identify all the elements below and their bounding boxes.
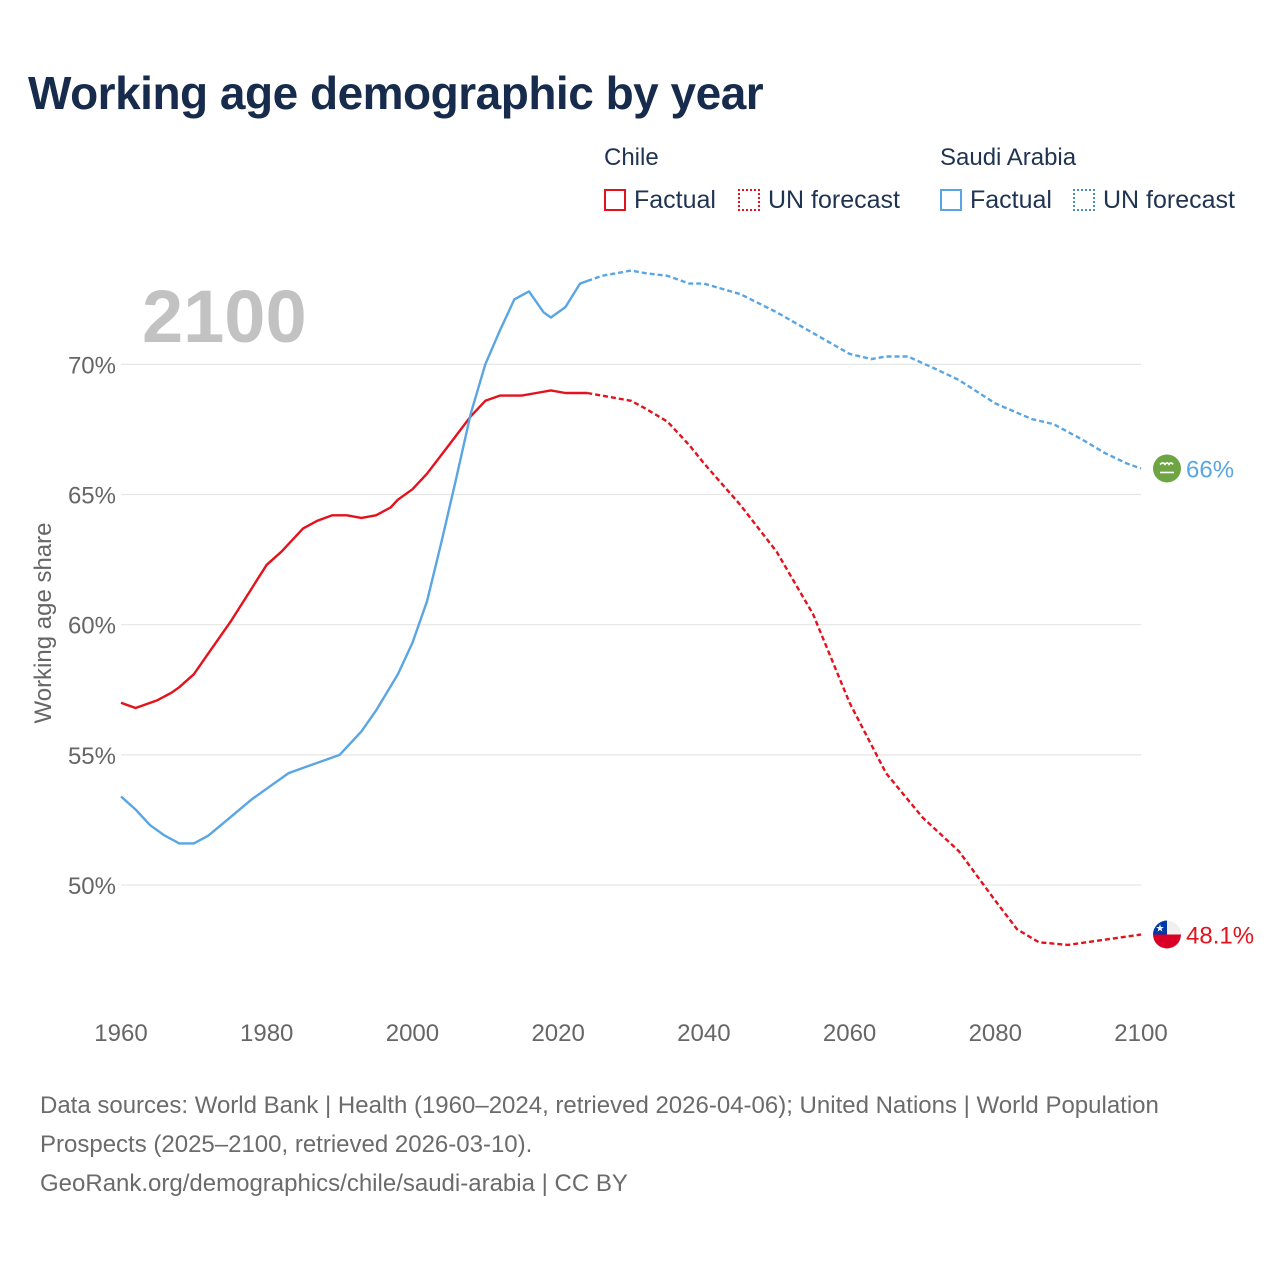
legend-group-saudi-arabia: Saudi Arabia	[940, 144, 1077, 171]
gridlines	[121, 363, 1141, 886]
footer: Data sources: World Bank | Health (1960–…	[40, 1086, 1240, 1203]
series-lines	[120, 269, 1142, 947]
y-tick-label: 55%	[68, 743, 116, 770]
x-tick-label: 2100	[1114, 1020, 1167, 1047]
chile-factual-line	[120, 389, 588, 710]
legend-saudi-forecast-label: UN forecast	[1103, 185, 1235, 214]
saudi-arabia-forecast-line	[586, 269, 1142, 470]
x-axis-ticks: 1960 1980 2000 2020 2040 2060 2080 2100	[94, 1020, 1167, 1047]
chile-forecast-line	[587, 391, 1142, 947]
end-markers: ★ 48.1% 66%	[1153, 454, 1254, 950]
x-tick-label: 2060	[823, 1020, 876, 1047]
legend-saudi-factual-label: Factual	[970, 185, 1052, 214]
y-tick-label: 50%	[68, 873, 116, 900]
x-tick-label: 2020	[531, 1020, 584, 1047]
x-tick-label: 2080	[969, 1020, 1022, 1047]
y-axis-label: Working age share	[30, 523, 57, 724]
legend-chile-forecast[interactable]: UN forecast	[738, 184, 900, 216]
saudi-forecast-swatch	[1073, 189, 1095, 211]
chile-factual-swatch	[604, 189, 626, 211]
y-tick-label: 65%	[68, 483, 116, 510]
saudi-arabia-factual-line	[120, 279, 588, 845]
x-tick-label: 2000	[386, 1020, 439, 1047]
saudi-factual-swatch	[940, 189, 962, 211]
legend-group-chile: Chile	[604, 144, 659, 171]
y-tick-label: 70%	[68, 352, 116, 379]
legend-chile-factual[interactable]: Factual	[604, 184, 716, 216]
chile-flag-icon: ★	[1153, 920, 1181, 949]
y-axis-ticks: 50% 55% 60% 65% 70%	[68, 352, 116, 900]
svg-text:★: ★	[1156, 924, 1165, 935]
chile-forecast-swatch	[738, 189, 760, 211]
y-tick-label: 60%	[68, 613, 116, 640]
legend-chile-factual-label: Factual	[634, 185, 716, 214]
x-tick-label: 2040	[677, 1020, 730, 1047]
saudi-flag-icon	[1153, 454, 1181, 483]
chile-end-value-label: 48.1%	[1186, 923, 1254, 950]
chart-title: Working age demographic by year	[28, 67, 764, 119]
legend-chile-forecast-label: UN forecast	[768, 185, 900, 214]
year-watermark: 2100	[142, 275, 307, 358]
attribution: GeoRank.org/demographics/chile/saudi-ara…	[40, 1170, 628, 1197]
data-sources: Data sources: World Bank | Health (1960–…	[40, 1092, 1159, 1158]
line-chart: 2100 Working age share 50% 55% 60% 65% 70% 1…	[30, 269, 1254, 1047]
legend-saudi-forecast[interactable]: UN forecast	[1073, 184, 1235, 216]
legend-saudi-factual[interactable]: Factual	[940, 184, 1052, 216]
x-tick-label: 1980	[240, 1020, 293, 1047]
x-tick-label: 1960	[94, 1020, 147, 1047]
saudi-arabia-end-value-label: 66%	[1186, 456, 1234, 483]
